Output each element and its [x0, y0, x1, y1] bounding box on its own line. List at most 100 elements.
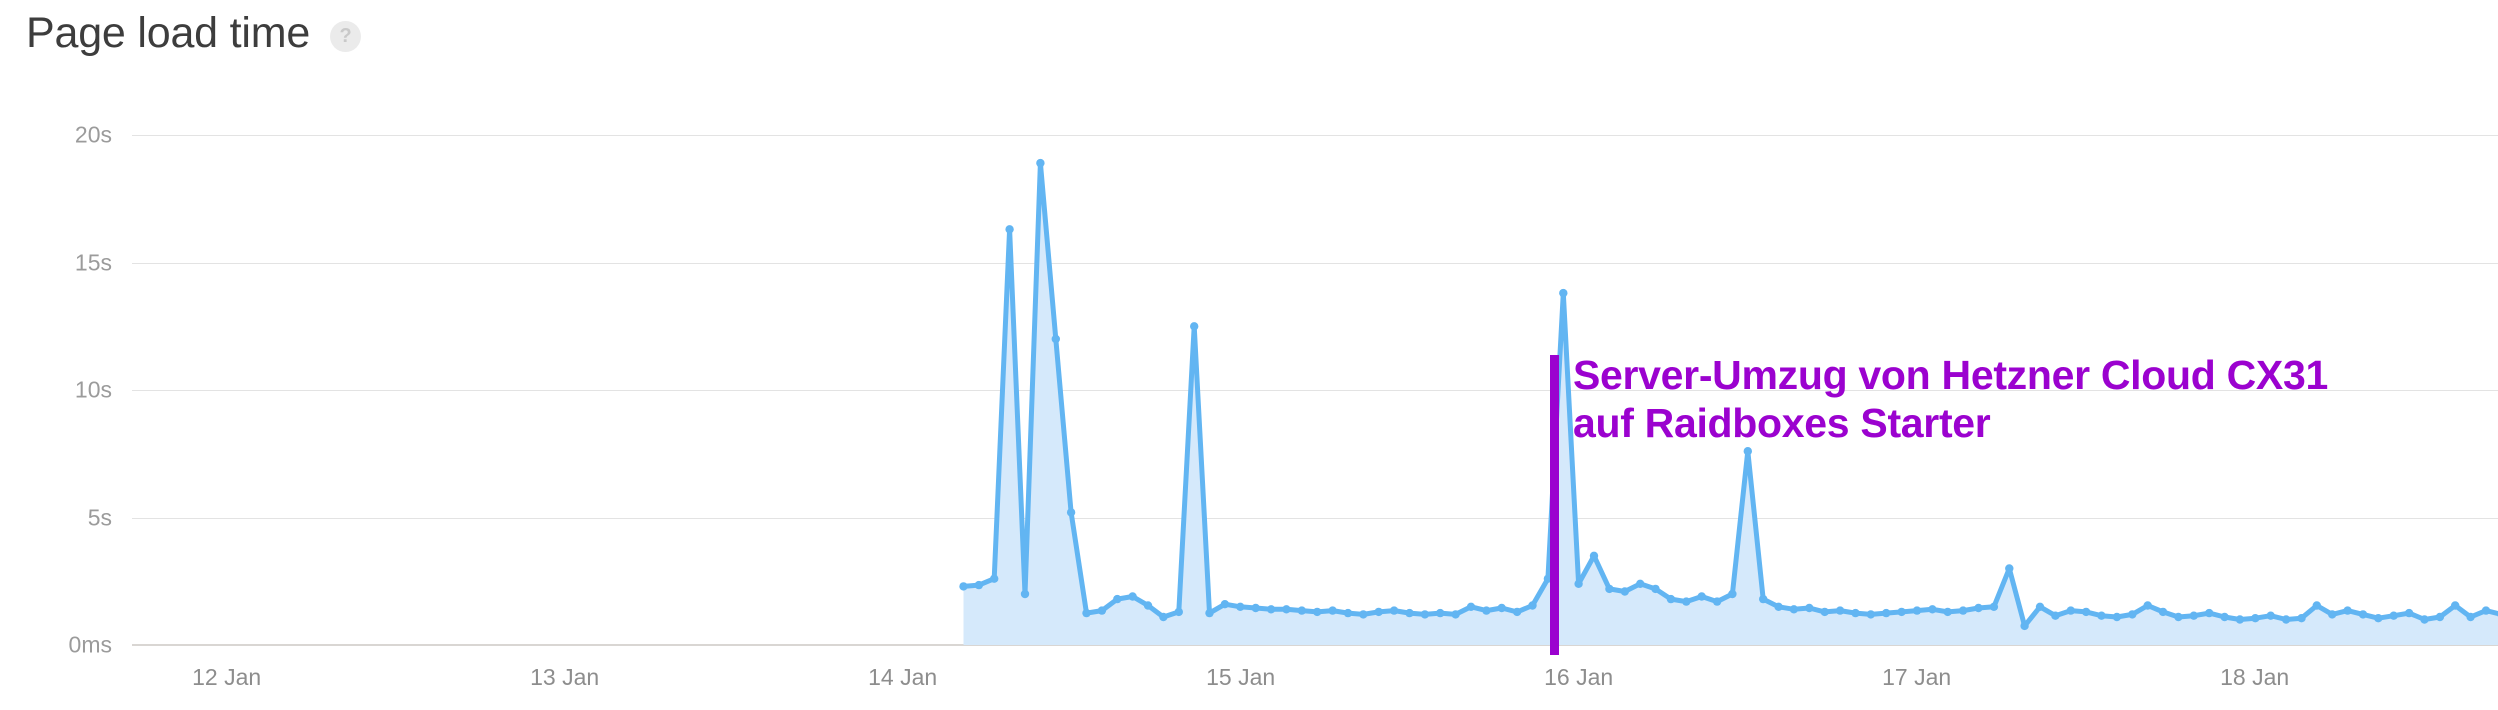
- data-point: [1082, 608, 1091, 618]
- data-point: [1943, 607, 1952, 617]
- data-point: [2312, 601, 2321, 610]
- data-point: [2220, 612, 2229, 622]
- data-point: [1743, 447, 1753, 456]
- data-point: [2235, 615, 2245, 624]
- data-point: [2281, 615, 2291, 624]
- data-point: [990, 574, 999, 583]
- x-axis-tick-label: 14 Jan: [868, 664, 938, 690]
- help-circle-icon[interactable]: ?: [330, 20, 362, 52]
- data-point: [1866, 610, 1876, 619]
- data-point: [1574, 579, 1583, 588]
- data-point: [1728, 589, 1737, 599]
- data-point: [2158, 607, 2168, 617]
- gridline: [132, 262, 2498, 264]
- data-point: [2466, 612, 2475, 622]
- data-point: [1343, 608, 1353, 618]
- data-point: [1712, 597, 1722, 606]
- data-point: [1835, 606, 1845, 615]
- x-axis-tick-label: 13 Jan: [530, 664, 600, 690]
- data-point: [1236, 602, 1245, 611]
- data-point: [2081, 607, 2091, 617]
- data-point: [1482, 606, 1491, 615]
- data-point: [1251, 603, 1260, 613]
- x-axis-tick-label: 12 Jan: [192, 664, 262, 690]
- data-point: [2358, 610, 2368, 619]
- data-point: [1928, 605, 1937, 614]
- data-point: [1759, 594, 1768, 604]
- axis-baseline: [132, 644, 2498, 646]
- annotation-label: Server-Umzug von Hetzner Cloud CX31 auf …: [1572, 352, 2328, 446]
- data-point: [2404, 608, 2414, 618]
- data-point: [1697, 592, 1706, 601]
- data-point: [2205, 608, 2214, 618]
- data-point: [1820, 607, 1829, 617]
- data-point: [1205, 608, 1214, 618]
- data-point: [2020, 621, 2029, 631]
- data-point: [1220, 600, 1230, 609]
- data-point: [1328, 606, 1337, 615]
- data-point: [2374, 614, 2383, 623]
- x-axis-tick-label: 17 Jan: [1882, 664, 1952, 690]
- y-axis-tick-label: 10s: [74, 376, 112, 403]
- data-point: [1466, 602, 1476, 611]
- data-point: [1266, 605, 1276, 614]
- data-point: [1128, 592, 1137, 601]
- x-axis-tick-label: 18 Jan: [2220, 664, 2290, 690]
- data-point: [1789, 605, 1799, 614]
- data-point: [1512, 607, 1522, 617]
- annotation-vertical-line: [1550, 355, 1560, 655]
- data-point: [2420, 615, 2429, 624]
- data-point: [1589, 551, 1599, 560]
- data-point: [1113, 594, 1122, 604]
- data-point: [2481, 606, 2491, 615]
- data-point: [1620, 587, 1630, 596]
- y-axis-tick-label: 0ms: [68, 631, 112, 658]
- data-point: [2435, 612, 2445, 622]
- data-point: [1651, 584, 1660, 594]
- data-point: [2328, 610, 2337, 619]
- data-point: [1066, 508, 1076, 517]
- data-point: [1666, 594, 1676, 604]
- data-point: [1405, 608, 1414, 618]
- data-point: [1958, 606, 1968, 615]
- data-point: [1805, 603, 1814, 613]
- data-point: [1605, 584, 1614, 594]
- page-title: Page load time: [26, 9, 311, 57]
- data-point: [1282, 605, 1291, 614]
- data-point: [1497, 603, 1506, 613]
- x-axis-tick-label: 16 Jan: [1544, 664, 1614, 690]
- data-point: [1174, 607, 1184, 617]
- data-point: [1636, 579, 1645, 588]
- data-point: [2143, 601, 2152, 610]
- data-point: [2005, 564, 2014, 573]
- data-point: [1774, 602, 1783, 611]
- data-point: [1297, 606, 1307, 615]
- data-point: [1143, 601, 1153, 610]
- data-point: [1359, 610, 1368, 619]
- data-point: [2066, 606, 2075, 615]
- data-point: [2266, 611, 2275, 620]
- data-point: [1190, 322, 1199, 331]
- data-point: [1559, 288, 1568, 298]
- x-axis-tick-label: 15 Jan: [1206, 664, 1276, 690]
- y-axis-tick-label: 15s: [74, 249, 112, 275]
- data-point: [1436, 608, 1445, 618]
- data-point: [2297, 614, 2306, 623]
- data-point: [1882, 608, 1891, 618]
- data-point: [2128, 610, 2137, 619]
- data-point: [959, 582, 968, 591]
- data-point: [1389, 606, 1399, 615]
- data-point: [2343, 606, 2352, 615]
- data-point: [1159, 612, 1168, 622]
- data-point: [1374, 607, 1383, 617]
- data-point: [2451, 601, 2460, 610]
- data-point: [2112, 612, 2122, 622]
- data-point: [1313, 607, 1322, 617]
- data-point: [2035, 602, 2045, 611]
- data-point: [1851, 608, 1860, 618]
- data-point: [1420, 610, 1430, 619]
- data-point: [1528, 601, 1537, 610]
- data-point: [1097, 606, 1107, 615]
